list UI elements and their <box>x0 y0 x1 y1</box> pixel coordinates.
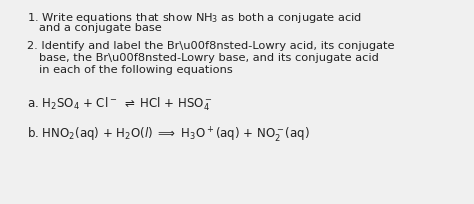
Text: a. H$_2$SO$_4$ + Cl$^-$ $\rightleftharpoons$ HCl + HSO$_4^-$: a. H$_2$SO$_4$ + Cl$^-$ $\rightleftharpo… <box>27 95 213 113</box>
Text: and a conjugate base: and a conjugate base <box>39 23 162 33</box>
Text: 1. Write equations that show NH$_3$ as both a conjugate acid: 1. Write equations that show NH$_3$ as b… <box>27 11 362 25</box>
Text: b. HNO$_2$(aq) + H$_2$O($l$) $\Longrightarrow$ H$_3$O$^+$(aq) + NO$_2^-$(aq): b. HNO$_2$(aq) + H$_2$O($l$) $\Longright… <box>27 126 310 144</box>
Text: in each of the following equations: in each of the following equations <box>39 64 233 74</box>
Text: 2. Identify and label the Br\u00f8nsted-Lowry acid, its conjugate: 2. Identify and label the Br\u00f8nsted-… <box>27 41 394 51</box>
Text: base, the Br\u00f8nsted-Lowry base, and its conjugate acid: base, the Br\u00f8nsted-Lowry base, and … <box>39 53 379 63</box>
